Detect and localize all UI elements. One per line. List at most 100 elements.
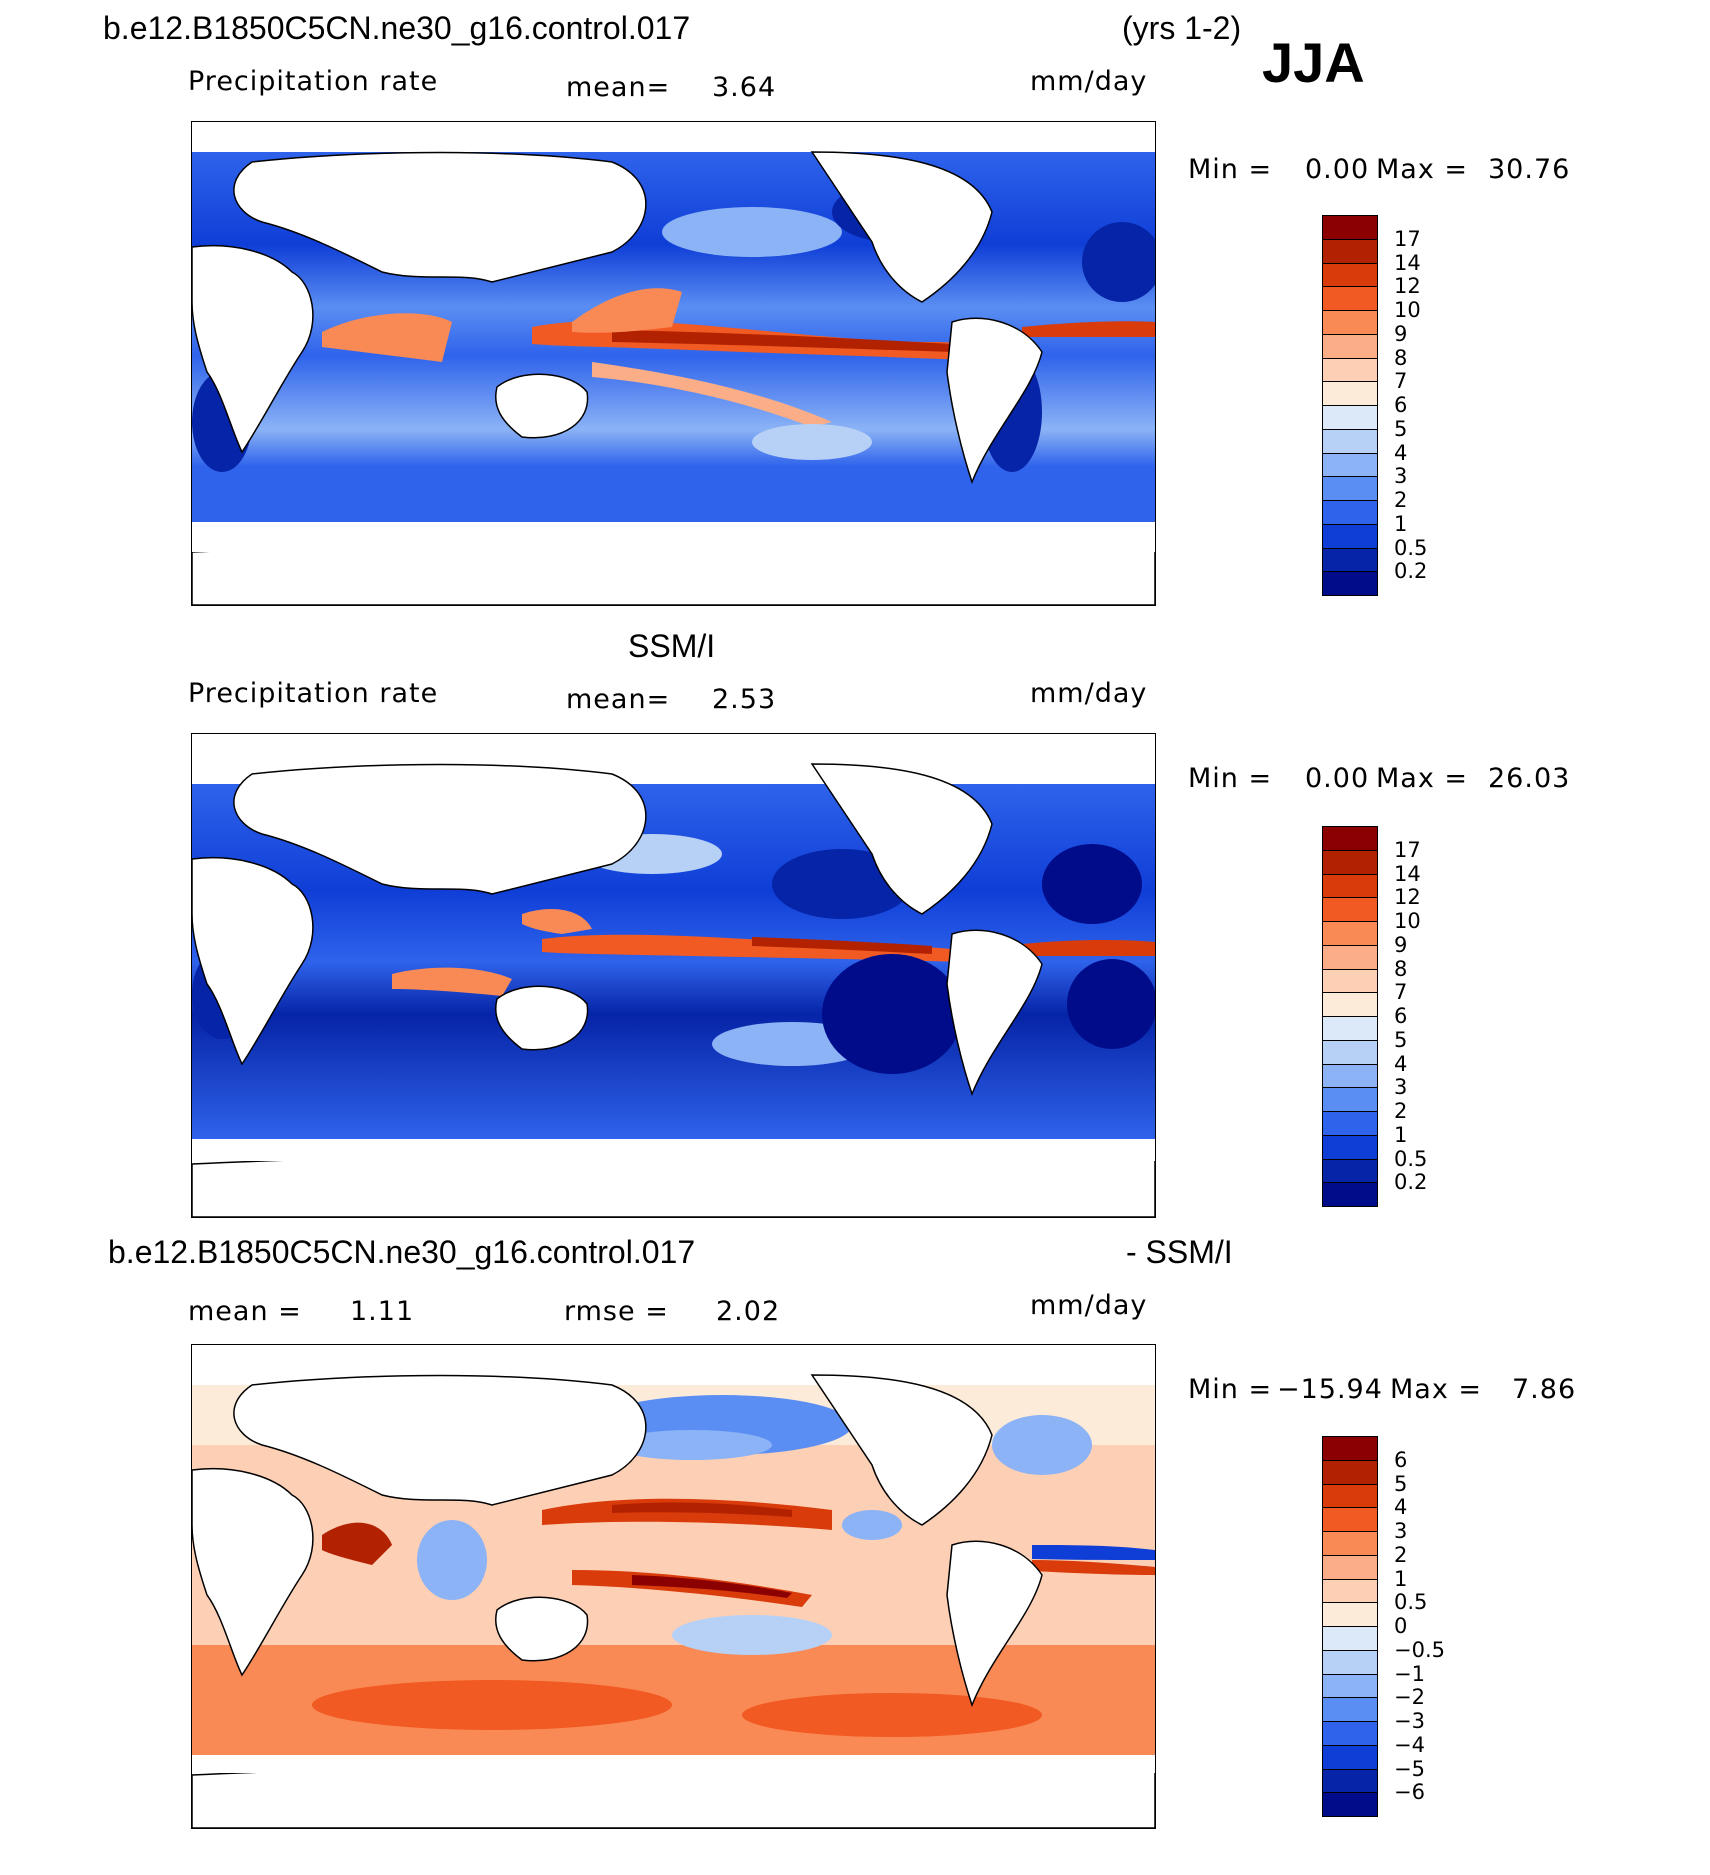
colorbar-tick-label: 1 (1394, 1566, 1408, 1591)
colorbar-swatch (1322, 286, 1378, 311)
colorbar-swatch (1322, 1182, 1378, 1207)
map-field (192, 734, 1155, 1217)
colorbar-tick-label: −6 (1394, 1780, 1425, 1805)
units-label: mm/day (1030, 678, 1148, 709)
colorbar-swatch (1322, 1016, 1378, 1041)
colorbar-swatch (1322, 405, 1378, 430)
colorbar-tick-label: 10 (1394, 909, 1421, 933)
colorbar-tick-label: 6 (1394, 393, 1408, 417)
units-label: mm/day (1030, 66, 1148, 97)
colorbar-tick-label: 7 (1394, 369, 1408, 394)
panel-subtitle: SSM/I (628, 628, 716, 664)
colorbar-tick-label: −1 (1394, 1661, 1425, 1686)
season-label: JJA (1262, 31, 1365, 94)
colorbar-tick-label: 0.5 (1394, 535, 1428, 560)
colorbar-swatch (1322, 1111, 1378, 1136)
colorbar-tick-label: 7 (1394, 980, 1408, 1005)
colorbar-diff: 6 5 4 3 2 1 0.5 0 −0.5 −1 −2 −3 −4 −5 −6 (1322, 1436, 1445, 1817)
colorbar-swatch (1322, 921, 1378, 946)
colorbar-swatch (1322, 238, 1378, 264)
colorbar-tick-label: 5 (1394, 1471, 1408, 1496)
colorbar-tick-label: 1 (1394, 511, 1408, 536)
colorbar-swatch (1322, 849, 1378, 875)
colorbar-swatch (1322, 547, 1378, 573)
max-value: 7.86 (1512, 1374, 1577, 1405)
colorbar-swatch (1322, 1039, 1378, 1065)
colorbar-tick-label: 0.5 (1394, 1590, 1428, 1615)
colorbar-swatch (1322, 1459, 1378, 1485)
colorbar-obs: 17 14 12 10 9 8 7 6 5 4 3 2 1 0.5 0.2 (1322, 826, 1427, 1207)
rmse-value: 2.02 (716, 1296, 781, 1327)
colorbar-swatch (1322, 944, 1378, 970)
min-label: Min = (1188, 763, 1273, 794)
colorbar-tick-label: 14 (1394, 250, 1421, 275)
colorbar-tick-label: −0.5 (1394, 1637, 1445, 1662)
precip-map-model (191, 121, 1156, 606)
min-value: 0.00 (1305, 154, 1370, 185)
colorbar-swatch (1322, 428, 1378, 454)
colorbar-swatch (1322, 523, 1378, 549)
colorbar-tick-label: 9 (1394, 932, 1408, 957)
colorbar-swatch (1322, 1744, 1378, 1770)
colorbar-swatch (1322, 333, 1378, 359)
colorbar-tick-label: 1 (1394, 1122, 1408, 1147)
colorbar-swatch (1322, 992, 1378, 1017)
colorbar-swatch (1322, 452, 1378, 478)
colorbar-swatch (1322, 1792, 1378, 1817)
colorbar-tick-label: 0.2 (1394, 559, 1428, 584)
colorbar-tick-label: 12 (1394, 274, 1421, 299)
colorbar-swatch (1322, 476, 1378, 501)
max-label: Max = (1390, 1374, 1483, 1405)
precip-map-obs (191, 733, 1156, 1218)
colorbar-tick-label: 9 (1394, 321, 1408, 346)
map-field (192, 1345, 1155, 1828)
max-label: Max = (1376, 763, 1469, 794)
colorbar-swatch (1322, 500, 1378, 525)
colorbar-tick-label: 0 (1394, 1614, 1408, 1638)
colorbar-tick-label: 2 (1394, 1542, 1408, 1567)
diff-title-right: - SSM/I (1126, 1234, 1233, 1270)
colorbar-swatch (1322, 1063, 1378, 1089)
variable-label: Precipitation rate (188, 678, 439, 709)
colorbar-tick-label: 4 (1394, 1051, 1408, 1076)
colorbar-swatch (1322, 826, 1378, 851)
colorbar-tick-label: 4 (1394, 1495, 1408, 1520)
mean-label: mean= (566, 684, 671, 715)
colorbar-swatch (1322, 1673, 1378, 1699)
colorbar-tick-label: 12 (1394, 885, 1421, 910)
mean-label: mean= (566, 72, 671, 103)
colorbar-swatch (1322, 381, 1378, 406)
colorbar-swatch (1322, 1507, 1378, 1532)
colorbar-swatch (1322, 873, 1378, 899)
colorbar-swatch (1322, 1087, 1378, 1112)
colorbar-swatch (1322, 1768, 1378, 1794)
colorbar-swatch (1322, 571, 1378, 596)
colorbar-swatch (1322, 968, 1378, 994)
colorbar-swatch (1322, 1134, 1378, 1160)
colorbar-tick-label: 3 (1394, 1519, 1408, 1543)
years-label: (yrs 1-2) (1122, 10, 1242, 46)
colorbar-swatch (1322, 1436, 1378, 1461)
colorbar-swatch (1322, 1649, 1378, 1675)
diff-title-left: b.e12.B1850C5CN.ne30_g16.control.017 (108, 1234, 696, 1270)
colorbar-tick-label: 0.5 (1394, 1146, 1428, 1171)
mean-value: 1.11 (350, 1296, 415, 1327)
map-field (192, 122, 1155, 605)
colorbar-tick-label: 10 (1394, 298, 1421, 322)
min-value: 0.00 (1305, 763, 1370, 794)
colorbar-swatch (1322, 1158, 1378, 1184)
colorbar-tick-label: −5 (1394, 1756, 1425, 1781)
colorbar-swatch (1322, 1626, 1378, 1651)
colorbar-tick-label: 8 (1394, 956, 1408, 981)
rmse-label: rmse = (564, 1296, 669, 1327)
colorbar-tick-label: −4 (1394, 1732, 1425, 1757)
min-value: −15.94 (1277, 1374, 1383, 1405)
colorbar-tick-label: 4 (1394, 440, 1408, 465)
colorbar-tick-label: 3 (1394, 1075, 1408, 1100)
colorbar-swatch (1322, 1483, 1378, 1509)
colorbar-tick-label: 17 (1394, 837, 1421, 862)
colorbar-swatch (1322, 1554, 1378, 1580)
colorbar-swatch (1322, 357, 1378, 383)
min-label: Min = (1188, 1374, 1273, 1405)
colorbar-tick-label: 0.2 (1394, 1170, 1428, 1195)
